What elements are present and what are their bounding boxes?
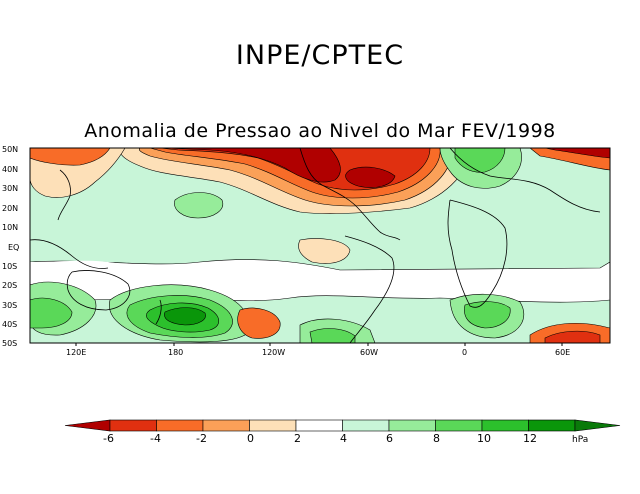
- negative-patch-east-pacific: [298, 238, 351, 264]
- colorbar-label-2: 2: [294, 432, 301, 445]
- colorbar-label-6: 6: [386, 432, 393, 445]
- lon-label-180: 180: [168, 348, 184, 357]
- colorbar-label-10: 10: [477, 432, 491, 445]
- positive-core-europe: [454, 148, 506, 173]
- colorbar-arrow-low: [64, 419, 111, 432]
- negative-core-atlantic: [345, 166, 396, 188]
- coast-east-asia: [57, 169, 71, 221]
- lat-label-50n: 50N: [2, 145, 19, 154]
- negative-core-asia: [30, 148, 111, 166]
- positive-blob-central-pacific: [174, 192, 224, 219]
- lat-label-20s: 20S: [2, 281, 18, 290]
- colorbar-segment: [295, 419, 343, 432]
- coast-new-zealand: [155, 299, 162, 325]
- colorbar-label-m4: -4: [150, 432, 161, 445]
- colorbar-segment: [528, 419, 576, 432]
- positive-core-south-america: [309, 328, 356, 343]
- lat-label-30n: 30N: [2, 184, 19, 193]
- coast-southeast-asia: [30, 239, 109, 269]
- colorbar-label-4: 4: [340, 432, 347, 445]
- colorbar: [64, 419, 621, 432]
- lon-label-120e: 120E: [66, 348, 87, 357]
- colorbar-label-8: 8: [433, 432, 440, 445]
- negative-region-south-pacific: [237, 307, 281, 339]
- colorbar-segment: [481, 419, 529, 432]
- positive-core-south-pacific: [164, 307, 206, 326]
- colorbar-segment: [109, 419, 157, 432]
- lat-label-20n: 20N: [2, 204, 19, 213]
- negative-core-north-pacific: [164, 148, 341, 183]
- coast-south-america: [344, 235, 395, 343]
- coast-north-america: [299, 148, 401, 241]
- colorbar-segment: [388, 419, 436, 432]
- coast-africa: [447, 199, 508, 308]
- lat-label-30s: 30S: [2, 301, 18, 310]
- map-title: Anomalia de Pressao ao Nivel do Mar FEV/…: [84, 120, 556, 142]
- anomaly-field: [30, 148, 610, 343]
- lon-label-120w: 120W: [262, 348, 286, 357]
- map-frame: [29, 147, 611, 344]
- colorbar-label-12: 12: [523, 432, 537, 445]
- lat-label-50s: 50S: [2, 339, 18, 348]
- positive-core-south-indian: [464, 301, 511, 329]
- coast-eurasia: [449, 148, 601, 213]
- colorbar-arrow-high: [574, 419, 621, 432]
- colorbar-label-0: 0: [247, 432, 254, 445]
- negative-core-southeast: [544, 330, 601, 343]
- colorbar-label-m6: -6: [103, 432, 114, 445]
- lat-label-40n: 40N: [2, 165, 19, 174]
- coastlines: [30, 148, 601, 343]
- lon-label-60e: 60E: [555, 348, 571, 357]
- lat-label-10n: 10N: [2, 223, 19, 232]
- lon-label-0: 0: [462, 348, 468, 357]
- lon-label-60w: 60W: [360, 348, 379, 357]
- axis-ticks: [75, 343, 563, 346]
- colorbar-segment: [435, 419, 483, 432]
- colorbar-segment: [156, 419, 204, 432]
- neutral-patch-west: [30, 260, 120, 268]
- lat-label-10s: 10S: [2, 262, 18, 271]
- lat-label-40s: 40S: [2, 320, 18, 329]
- colorbar-segment: [342, 419, 390, 432]
- colorbar-unit: hPa: [572, 435, 589, 445]
- colorbar-segment: [202, 419, 250, 432]
- agency-title: INPE/CPTEC: [235, 40, 405, 71]
- positive-core-australia: [30, 297, 73, 329]
- lat-label-eq: EQ: [8, 243, 20, 252]
- colorbar-segment: [249, 419, 297, 432]
- colorbar-label-m2: -2: [196, 432, 207, 445]
- coast-australia: [66, 270, 131, 311]
